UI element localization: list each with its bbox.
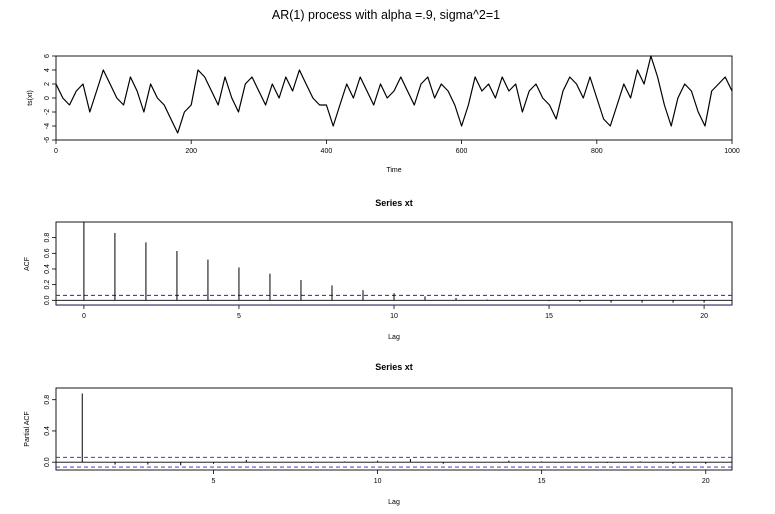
acf-xtick-label: 5 — [237, 313, 241, 320]
timeseries-xtick-label: 1000 — [724, 148, 740, 155]
acf-marks — [56, 222, 732, 306]
pacf-xlabel: Lag — [388, 499, 400, 506]
acf-ytick-label: 0.6 — [44, 248, 51, 258]
acf-xtick-label: 15 — [545, 313, 553, 320]
acf-xtick-label: 10 — [390, 313, 398, 320]
acf-ylabel: ACF — [24, 257, 31, 271]
timeseries-ytick-label: 4 — [44, 68, 51, 72]
pacf-ytick-label: 0.4 — [44, 426, 51, 436]
timeseries-ytick-label: 2 — [44, 82, 51, 86]
pacf-marks — [56, 393, 732, 468]
acf-ytick-label: 0.0 — [44, 295, 51, 305]
timeseries-xtick-label: 400 — [321, 148, 333, 155]
pacf-title: Series xt — [375, 362, 413, 372]
timeseries-xlabel: Time — [386, 167, 401, 174]
pacf-xtick-label: 15 — [538, 478, 546, 485]
timeseries-line — [55, 55, 733, 134]
pacf-xtick-label: 20 — [702, 478, 710, 485]
pacf-ytick-label: 0.8 — [44, 395, 51, 405]
timeseries-ytick-label: -4 — [44, 123, 51, 129]
acf-panel: Series xt 0 5 10 15 20 0.0 0.2 0.4 0.6 0.8 Lag AC… — [24, 198, 733, 341]
pacf-ytick-label: 0.0 — [44, 457, 51, 467]
pacf-plot-box — [55, 387, 733, 471]
timeseries-xtick-label: 800 — [591, 148, 603, 155]
acf-ytick-label: 0.2 — [44, 280, 51, 290]
timeseries-ylabel: ts(xt) — [27, 90, 34, 106]
acf-ticks: 0 5 10 15 20 0.0 0.2 0.4 0.6 0.8 — [44, 233, 708, 320]
acf-ytick-label: 0.4 — [44, 264, 51, 274]
pacf-ticks: 5 10 15 20 0.0 0.4 0.8 — [44, 395, 710, 485]
timeseries-xtick-label: 600 — [456, 148, 468, 155]
pacf-xtick-label: 10 — [374, 478, 382, 485]
pacf-xtick-label: 5 — [212, 478, 216, 485]
timeseries-marks — [55, 55, 733, 134]
acf-xlabel: Lag — [388, 334, 400, 341]
timeseries-ytick-label: 6 — [44, 54, 51, 58]
acf-xtick-label: 0 — [82, 313, 86, 320]
timeseries-ytick-label: 0 — [44, 96, 51, 100]
timeseries-panel: 0 200 400 600 800 1000 -6 -4 -2 0 2 4 6 Time ts(xt) — [27, 54, 740, 174]
timeseries-xtick-label: 0 — [54, 148, 58, 155]
acf-xtick-label: 20 — [700, 313, 708, 320]
acf-ytick-label: 0.8 — [44, 233, 51, 243]
acf-plot-box — [55, 221, 733, 306]
timeseries-ytick-label: -6 — [44, 137, 51, 143]
timeseries-ticks: 0 200 400 600 800 1000 -6 -4 -2 0 2 4 6 — [44, 54, 740, 155]
pacf-ylabel: Partial ACF — [24, 411, 31, 446]
figure-title: AR(1) process with alpha =.9, sigma^2=1 — [272, 8, 500, 22]
timeseries-xtick-label: 200 — [185, 148, 197, 155]
acf-title: Series xt — [375, 198, 413, 208]
timeseries-ytick-label: -2 — [44, 109, 51, 115]
pacf-panel: Series xt 5 10 15 20 0.0 0.4 0.8 Lag Partial A… — [24, 362, 733, 506]
